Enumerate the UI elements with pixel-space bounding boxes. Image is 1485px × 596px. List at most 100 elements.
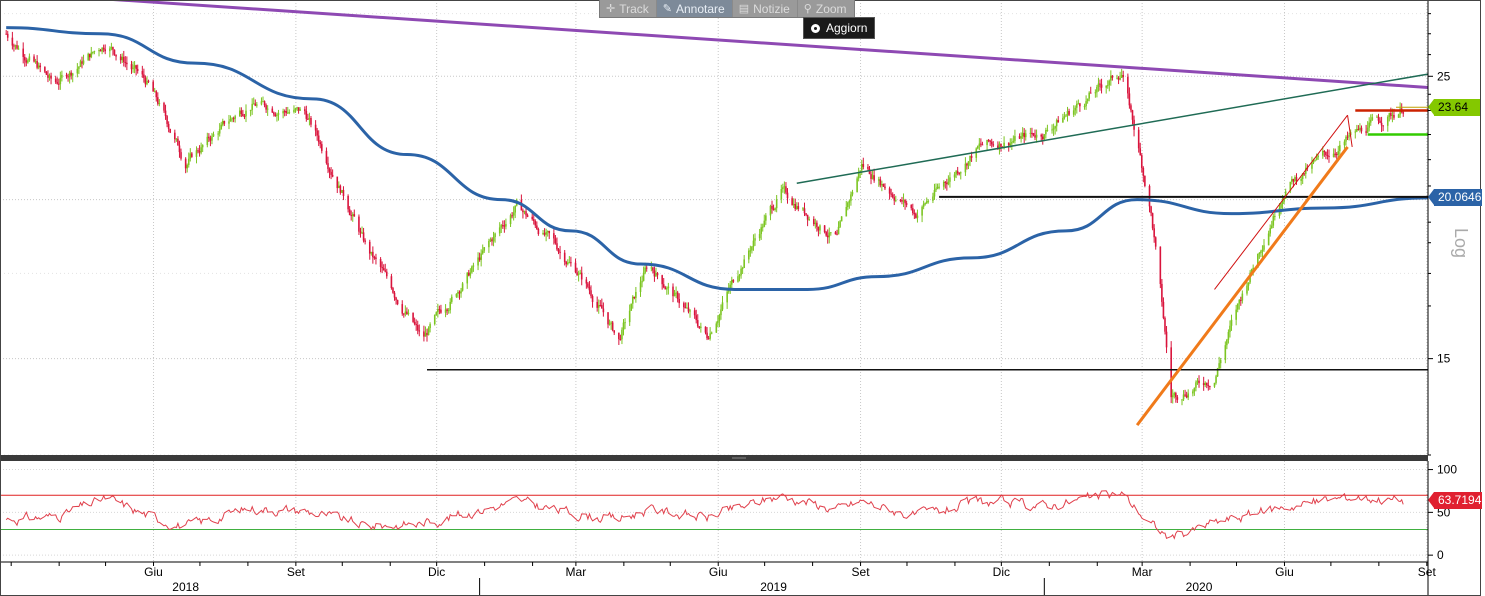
candle-up [90,46,93,59]
candle-body [276,114,278,117]
candle-up [87,52,89,61]
candle-down [791,196,793,206]
candle-up [93,50,96,55]
candle-body [946,182,948,185]
candle-body [1402,112,1405,114]
candle-down [511,212,513,219]
candle-down [390,273,393,290]
candle-body [1252,267,1254,270]
candle-body [851,192,854,195]
magnifier-icon: ⚲ [803,2,812,15]
candle-down [348,206,351,216]
candle-body [206,136,209,146]
candle-down [191,152,193,158]
candle-body [687,307,690,312]
candle-body [689,310,691,312]
candle-down [115,54,117,61]
candle-body [650,267,653,269]
annotate-button[interactable]: ✎ Annotare [656,0,733,17]
candle-body [834,232,837,235]
candle-body [1332,153,1335,158]
candle-body [358,216,360,232]
candle-body [655,273,657,277]
candle-body [1170,347,1172,398]
candle-body [910,204,913,209]
candle-body [22,48,25,57]
candle-up [721,295,724,312]
candle-body [848,200,851,203]
candle-body [1360,127,1363,132]
candle-up [738,273,741,282]
track-button[interactable]: ✛ Track [600,0,657,17]
candle-up [252,97,255,105]
candle-body [457,291,459,294]
candle-up [932,192,934,204]
candle-down [412,312,414,323]
candle-up [1230,314,1233,331]
candle-body [67,76,69,78]
candle-body [850,194,852,201]
candle-body [87,53,89,61]
candle-body [339,185,342,193]
candle-body [153,91,156,93]
candle-body [135,65,137,69]
candle-up [488,238,490,253]
candle-up [608,319,611,326]
candle-up [740,265,742,279]
candle-body [1377,116,1380,121]
candle-up [1317,153,1319,160]
candle-up [523,210,526,215]
candle-down [580,266,583,286]
candle-down [587,281,589,289]
candle-body [307,118,309,120]
candle-up [101,47,103,55]
candle-down [704,326,707,335]
candle-up [28,53,31,62]
candle-down [981,141,984,146]
month-label: Set [287,565,306,579]
candle-down [1357,125,1360,131]
candle-body [99,50,102,52]
candle-down [1154,236,1157,250]
candle-up [775,194,778,213]
candle-down [585,276,588,289]
zoom-button[interactable]: ⚲ Zoom [798,0,854,17]
news-button[interactable]: ▤ Notizie [733,0,798,17]
candle-up [1301,173,1304,185]
candle-up [1062,113,1064,123]
candle-body [446,309,448,311]
candle-body [1236,303,1239,310]
candle-down [946,178,948,191]
candle-body [763,220,766,227]
candle-body [1366,127,1369,133]
candle-body [1161,283,1163,302]
candle-down [565,260,568,268]
candle-body [483,247,486,251]
candle-down [364,238,366,245]
candle-up [630,303,633,311]
candle-up [1263,239,1265,252]
candle-down [385,268,388,279]
candle-body [543,232,546,235]
candle-body [37,65,40,68]
candle-up [902,193,905,208]
candle-up [933,183,936,200]
candle-down [707,335,710,340]
candle-body [601,305,603,309]
candle-up [1085,95,1087,110]
candle-body [1009,143,1012,146]
candle-down [772,204,775,211]
candle-body [1055,120,1058,127]
candle-down [1202,376,1205,391]
candle-body [180,152,182,159]
candle-down [1198,375,1200,388]
candle-body [61,74,63,78]
candle-up [1181,399,1183,406]
refresh-button[interactable]: Aggiorn [803,17,876,39]
candle-body [987,139,990,141]
candle-body [1379,120,1381,123]
candle-up [641,275,643,288]
candle-up [942,180,945,190]
candle-body [1193,387,1196,392]
candle-down [163,101,165,113]
